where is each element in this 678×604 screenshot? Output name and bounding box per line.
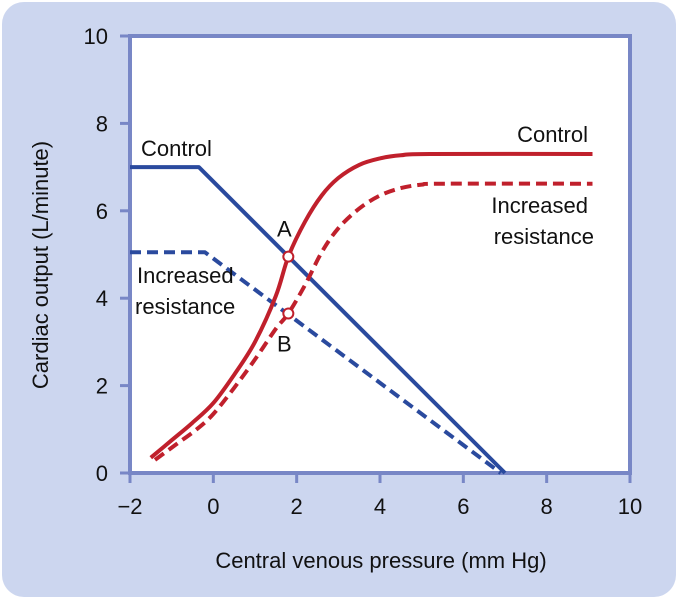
red-control-label: Control: [517, 122, 588, 147]
y-tick-label: 6: [96, 199, 108, 224]
y-axis-title: Cardiac output (L/minute): [28, 141, 53, 389]
red-increased-resistance-label-line1: Increased: [491, 193, 588, 218]
series-line-0: [130, 165, 507, 475]
x-tick-label: 4: [374, 494, 386, 519]
points-layer: AB: [277, 217, 295, 356]
y-tick-label: 10: [84, 24, 108, 49]
blue-increased-resistance-label-line2: resistance: [135, 294, 235, 319]
x-tick-label: 10: [618, 494, 642, 519]
y-tick-label: 4: [96, 286, 108, 311]
point-b-marker: [282, 307, 295, 320]
series-line-2: [149, 151, 593, 460]
x-tick-label: 6: [457, 494, 469, 519]
series-line-1: [130, 250, 502, 475]
x-tick-label: 8: [541, 494, 553, 519]
blue-increased-resistance-label-line1: Increased: [137, 263, 234, 288]
blue-control-label: Control: [141, 136, 212, 161]
ticks-layer: −2 0 2 4 6 8 10 0 2 4 6 8 10: [84, 24, 643, 519]
y-tick-label: 0: [96, 461, 108, 486]
y-tick-label: 8: [96, 111, 108, 136]
x-tick-label: 2: [291, 494, 303, 519]
red-increased-resistance-label-line2: resistance: [494, 224, 594, 249]
x-axis-title: Central venous pressure (mm Hg): [215, 548, 546, 573]
series-line-3: [153, 181, 593, 462]
point-b-label: B: [277, 331, 292, 356]
x-tick-label: 0: [207, 494, 219, 519]
point-a-marker: [282, 250, 295, 263]
series-layer: [130, 151, 593, 475]
y-tick-label: 2: [96, 374, 108, 399]
x-tick-label: −2: [117, 494, 142, 519]
point-a-label: A: [277, 217, 292, 242]
